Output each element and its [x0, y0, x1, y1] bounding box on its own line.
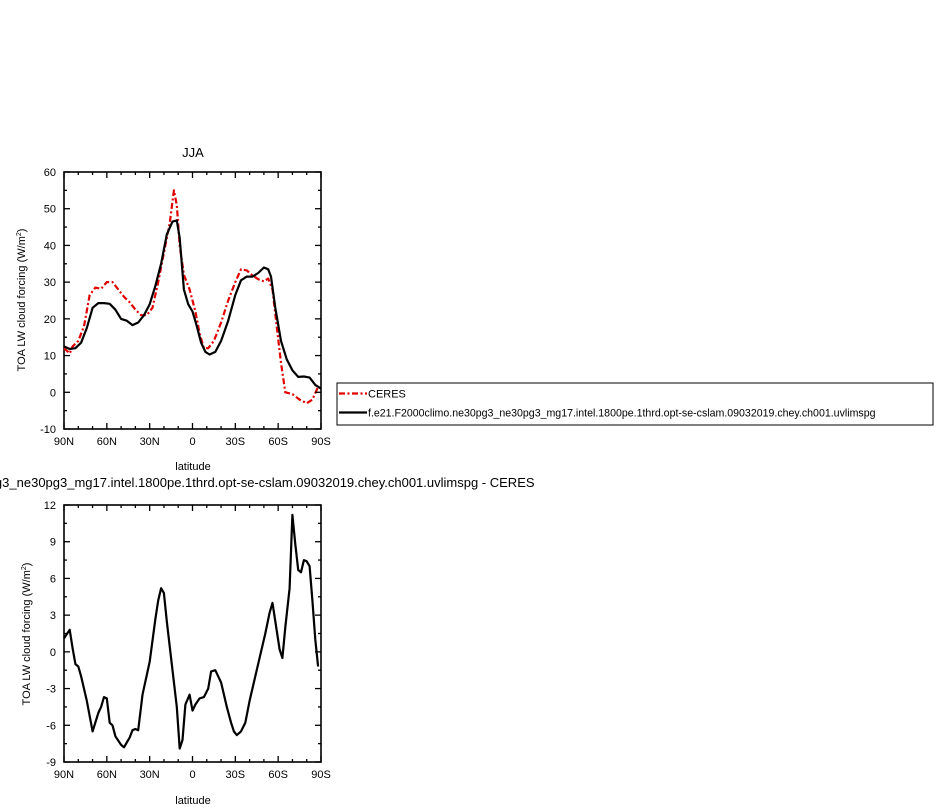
top-panel-jja: JJA 90N 60N 30N 0 30S 60S 90S-100102030405060 … [16, 145, 934, 473]
series-line-ceres [63, 189, 320, 405]
x-tick-label: 90N [54, 769, 74, 781]
plot-frame [63, 504, 322, 763]
x-axis-label: latitude [175, 795, 210, 807]
y-tick-label: 0 [50, 387, 56, 399]
x-tick-label: 30S [226, 436, 246, 448]
x-axis-label: latitude [175, 461, 210, 473]
x-tick-label: 30S [226, 769, 246, 781]
y-tick-label: 50 [44, 204, 56, 216]
plot-area: 90N 60N 30N 0 30S 60S 90S -9 -6 -3 0 3 6 9 12 [44, 500, 331, 781]
y-tick-label: 9 [50, 537, 56, 549]
x-tick-label: 0 [189, 436, 195, 448]
y-tick-label: -9 [46, 757, 56, 769]
x-tick-label: 90S [311, 769, 331, 781]
legend-label-model: f.e21.F2000climo.ne30pg3_ne30pg3_mg17.in… [368, 408, 876, 420]
series-line-model [63, 219, 322, 390]
x-tick-label: 60N [97, 436, 117, 448]
chart-title: JJA [182, 145, 204, 160]
series-line-model [63, 513, 320, 750]
y-tick-label: 30 [44, 277, 56, 289]
bottom-panel-difference: f.e21.F2000climo.ne30pg3_ne30pg3_mg17.in… [0, 475, 535, 807]
y-tick-label: 60 [44, 167, 56, 179]
x-tick-label: 30N [140, 769, 160, 781]
y-tick-label: 0 [50, 647, 56, 659]
plot-area: 90N 60N 30N 0 30S 60S 90S -10 0 10 20 30 40 50 60 [40, 167, 331, 448]
x-tick-label: 90N [54, 436, 74, 448]
legend: CERES f.e21.F2000climo.ne30pg3_ne30pg3_m… [336, 382, 934, 426]
x-tick-label: 60S [268, 436, 288, 448]
y-axis-label: TOA LW cloud forcing (W/m2) [16, 229, 28, 372]
legend-label-ceres: CERES [368, 389, 406, 401]
chart-title: f.e21.F2000climo.ne30pg3_ne30pg3_mg17.in… [0, 475, 535, 490]
y-tick-label: -6 [46, 720, 56, 732]
x-tick-label: 30N [140, 436, 160, 448]
x-tick-label: 90S [311, 436, 331, 448]
y-tick-label: 6 [50, 573, 56, 585]
y-tick-label: 10 [44, 351, 56, 363]
y-tick-label: -3 [46, 684, 56, 696]
x-tick-label: 60N [97, 769, 117, 781]
y-tick-label: 40 [44, 240, 56, 252]
y-tick-label: 12 [44, 500, 56, 512]
x-tick-label: 60S [268, 769, 288, 781]
y-tick-label: -10 [40, 424, 56, 436]
y-tick-label: 20 [44, 314, 56, 326]
legend-box [336, 382, 934, 426]
x-tick-label: 0 [189, 769, 195, 781]
y-axis-label: TOA LW cloud forcing (W/m2) [21, 563, 33, 706]
y-tick-label: 3 [50, 610, 56, 622]
